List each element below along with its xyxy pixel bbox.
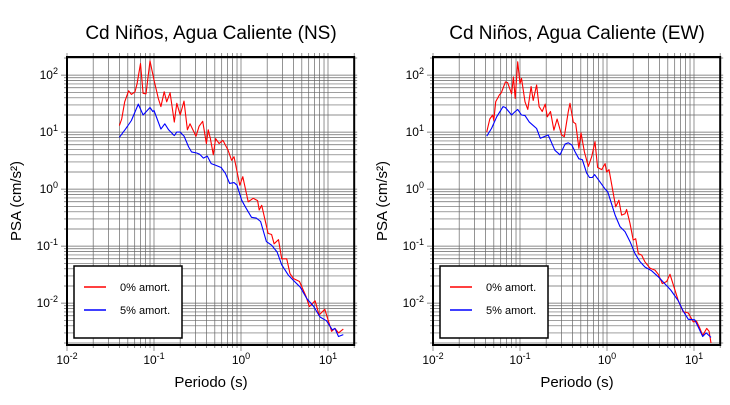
x-tick-label: 101 bbox=[319, 351, 337, 367]
y-tick-label: 10-1 bbox=[403, 237, 424, 253]
chart-ew: Cd Niños, Agua Caliente (EW) PSA (cm/s²)… bbox=[374, 23, 724, 391]
legend-label: 0% amort. bbox=[120, 282, 170, 294]
x-tick-label: 101 bbox=[685, 351, 703, 367]
legend-label: 5% amort. bbox=[486, 305, 536, 317]
x-axis-label: Periodo (s) bbox=[174, 374, 247, 391]
chart-title: Cd Niños, Agua Caliente (EW) bbox=[449, 23, 705, 44]
series-line-5-amort- bbox=[486, 106, 712, 338]
x-tick-label: 10-1 bbox=[509, 351, 530, 367]
series-line-0-amort- bbox=[118, 60, 344, 334]
x-tick-label: 100 bbox=[232, 351, 250, 367]
chart-title: Cd Niños, Agua Caliente (NS) bbox=[85, 23, 336, 44]
x-tick-label: 10-2 bbox=[56, 351, 77, 367]
y-tick-label: 10-2 bbox=[403, 294, 424, 310]
plot-frame bbox=[66, 56, 356, 346]
y-tick-label: 100 bbox=[40, 180, 58, 196]
series-line-5-amort- bbox=[118, 103, 344, 338]
plot-frame bbox=[432, 56, 722, 346]
y-tick-label: 10-1 bbox=[37, 237, 58, 253]
legend-label: 0% amort. bbox=[486, 282, 536, 294]
y-tick-label: 101 bbox=[406, 123, 424, 139]
x-tick-label: 10-1 bbox=[143, 351, 164, 367]
series-line-0-amort- bbox=[486, 61, 712, 344]
legend-label: 5% amort. bbox=[120, 305, 170, 317]
x-axis-label: Periodo (s) bbox=[540, 374, 613, 391]
y-tick-label: 100 bbox=[406, 180, 424, 196]
y-axis-label: PSA (cm/s²) bbox=[374, 161, 391, 241]
legend-box bbox=[439, 265, 549, 339]
x-tick-label: 10-2 bbox=[422, 351, 443, 367]
y-tick-label: 102 bbox=[406, 66, 424, 82]
y-axis-label: PSA (cm/s²) bbox=[8, 161, 25, 241]
legend-box bbox=[73, 265, 183, 339]
chart-ns: Cd Niños, Agua Caliente (NS) PSA (cm/s²)… bbox=[8, 23, 358, 391]
y-tick-label: 102 bbox=[40, 66, 58, 82]
x-tick-label: 100 bbox=[598, 351, 616, 367]
y-tick-label: 101 bbox=[40, 123, 58, 139]
legend: 0% amort. 5% amort. bbox=[439, 265, 549, 339]
y-tick-label: 10-2 bbox=[37, 294, 58, 310]
legend: 0% amort. 5% amort. bbox=[73, 265, 183, 339]
